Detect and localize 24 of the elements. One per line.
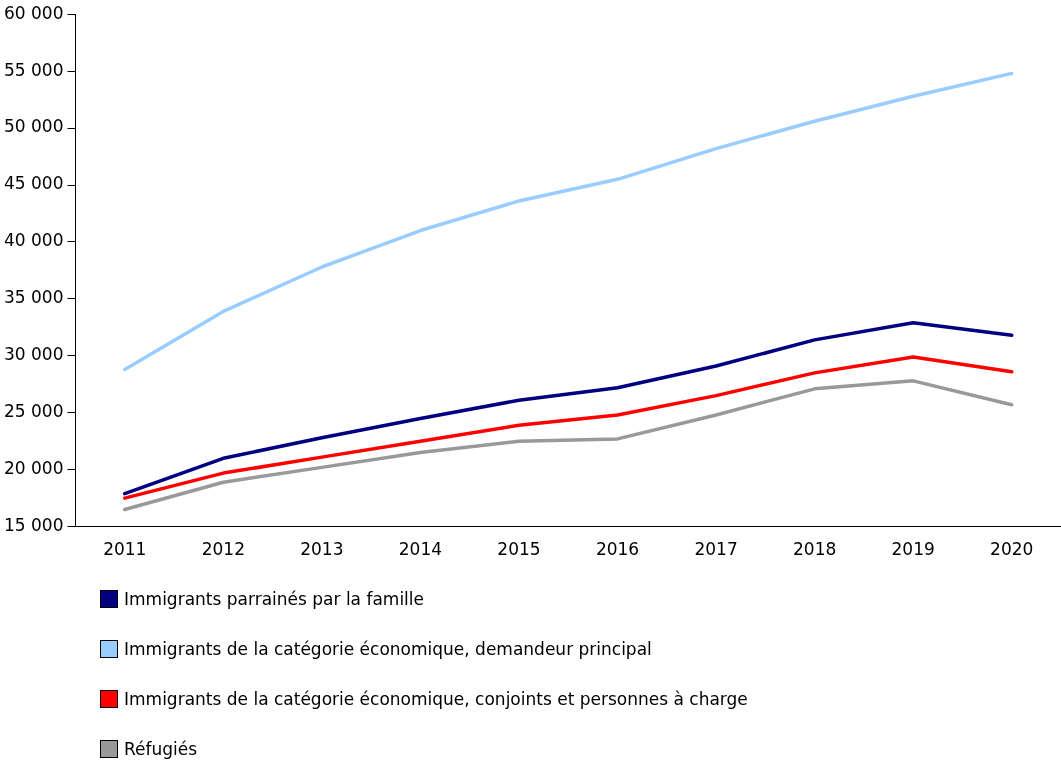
y-tick-label: 40 000 [4,230,64,251]
x-tick-label: 2019 [891,539,935,560]
y-tick-label: 55 000 [4,59,64,80]
x-tick-label: 2017 [694,539,738,560]
y-tick-label: 35 000 [4,287,64,308]
legend-label: Immigrants de la catégorie économique, conjoints et personnes à charge [124,689,748,709]
y-tick-label: 20 000 [4,458,64,479]
x-tick-label: 2014 [398,539,443,560]
legend-label: Réfugiés [124,739,198,759]
y-tick-label: 60 000 [4,2,64,23]
x-tick-label: 2018 [792,539,837,560]
x-tick-label: 2012 [201,539,245,560]
legend-label: Immigrants de la catégorie économique, demandeur principal [124,639,652,659]
y-tick-label: 25 000 [4,401,64,422]
x-tick-label: 2013 [300,539,344,560]
x-tick-label: 2016 [595,539,640,560]
x-tick-label: 2020 [990,539,1034,560]
legend-label: Immigrants parrainés par la famille [124,589,425,609]
x-tick-label: 2015 [497,539,541,560]
x-tick-label: 2011 [103,539,147,560]
y-tick-label: 30 000 [4,344,64,365]
y-tick-label: 15 000 [4,515,64,536]
y-tick-label: 50 000 [4,116,64,137]
y-tick-label: 45 000 [4,173,64,194]
